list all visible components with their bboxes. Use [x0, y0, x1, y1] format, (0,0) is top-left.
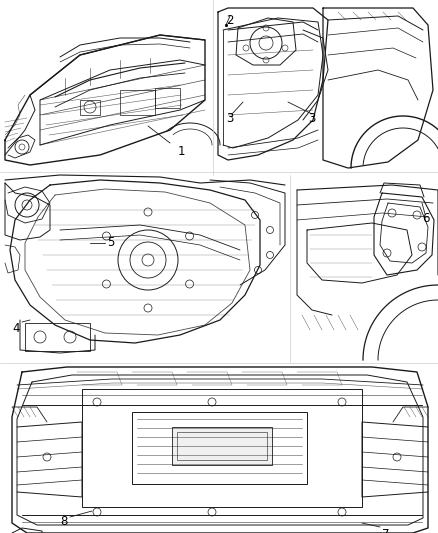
Bar [82, 389, 362, 507]
Bar [132, 412, 307, 484]
Text: 3: 3 [226, 112, 233, 125]
Bar [172, 427, 272, 465]
Text: 6: 6 [423, 212, 430, 225]
Bar [155, 88, 180, 108]
Text: 7: 7 [382, 528, 389, 533]
Text: 4: 4 [12, 322, 20, 335]
Bar [25, 323, 90, 351]
Text: 8: 8 [60, 515, 68, 528]
Text: 2: 2 [226, 14, 233, 27]
Text: 5: 5 [107, 237, 114, 249]
Text: 3: 3 [308, 112, 315, 125]
Bar [177, 432, 267, 460]
Bar [120, 90, 155, 115]
Bar [80, 100, 100, 115]
Text: 1: 1 [178, 145, 186, 158]
